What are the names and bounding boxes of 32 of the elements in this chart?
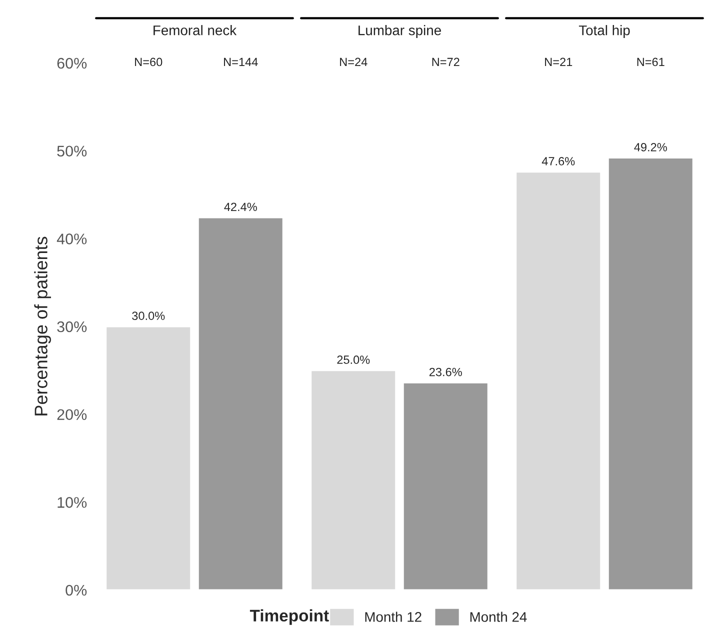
data-label: 25.0% <box>337 356 370 364</box>
annotation: N=61 <box>637 58 664 66</box>
annotation: N=72 <box>432 58 460 66</box>
y-tick-label: 20% <box>57 409 87 420</box>
bar <box>607 157 694 590</box>
y-axis-title: Percentage of patients <box>34 236 52 416</box>
legend-label: Month 24 <box>470 612 527 622</box>
data-label: 42.4% <box>224 202 257 212</box>
legend-label: Month 12 <box>365 612 422 622</box>
y-tick-label: 0% <box>66 584 87 596</box>
bar <box>310 370 397 590</box>
legend-title: Timepoint <box>250 609 329 625</box>
annotation: N=21 <box>545 58 572 66</box>
data-label: 23.6% <box>429 368 462 376</box>
annotation: N=144 <box>224 58 258 66</box>
data-label: 49.2% <box>634 143 667 152</box>
x-tick-label: Lumbar spine <box>358 25 441 38</box>
y-tick-label: 50% <box>57 146 87 157</box>
data-label: 47.6% <box>542 157 575 166</box>
y-tick-label: 40% <box>56 234 87 244</box>
y-tick-label: 10% <box>58 497 87 508</box>
y-tick-label: 30% <box>57 321 87 332</box>
bar <box>515 171 602 590</box>
annotation: N=60 <box>135 58 162 66</box>
bar <box>197 216 284 590</box>
x-tick-label: Femoral neck <box>154 25 237 36</box>
y-tick-label: 60% <box>57 58 87 69</box>
bar <box>402 382 489 590</box>
x-tick-label: Total hip <box>578 25 630 38</box>
annotation: N=24 <box>340 58 368 66</box>
data-label: 30.0% <box>132 312 165 320</box>
bar <box>105 326 192 590</box>
